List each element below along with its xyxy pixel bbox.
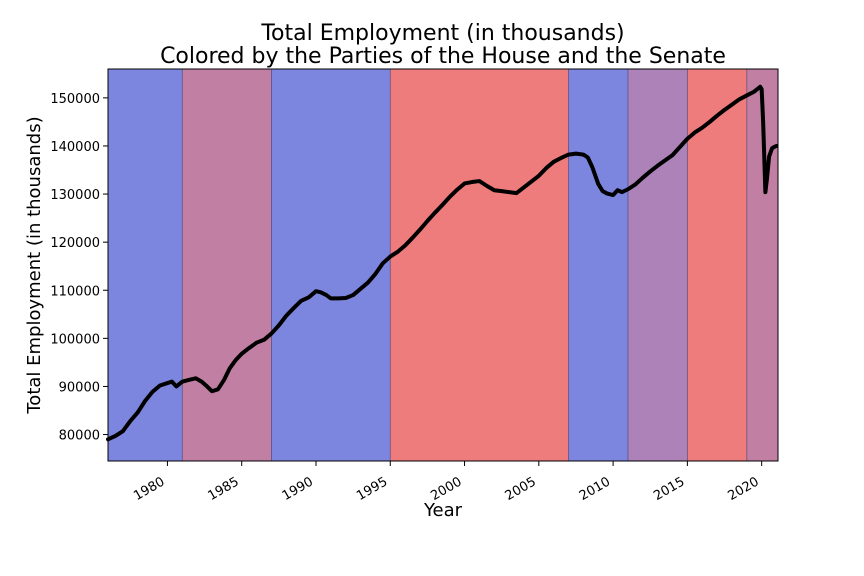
party-region-2	[271, 69, 391, 461]
y-tick-label-80000: 80000	[59, 429, 100, 444]
party-region-edges	[181, 69, 748, 461]
y-tick-label-150000: 150000	[50, 92, 100, 107]
party-region-5	[627, 69, 688, 461]
x-axis: 1980 1985 1990 1995 2000 2005 2010 2015 2020	[131, 461, 763, 504]
y-tick-label-90000: 90000	[59, 380, 100, 395]
employment-line-0	[106, 84, 779, 442]
party-region-3	[390, 69, 569, 461]
x-tick-label-2010: 2010	[577, 474, 613, 504]
y-tick-label-140000: 140000	[50, 140, 100, 155]
x-tick-label-1980: 1980	[131, 474, 167, 504]
x-tick-label-1990: 1990	[280, 474, 316, 504]
x-tick-label-1995: 1995	[354, 474, 390, 504]
y-tick-label-100000: 100000	[50, 332, 100, 347]
chart-title-line-2: Colored by the Parties of the House and …	[160, 44, 726, 69]
plot-frame	[107, 68, 779, 462]
x-tick-label-2015: 2015	[651, 474, 687, 504]
x-axis-label: Year	[423, 500, 463, 521]
x-tick-label-2005: 2005	[503, 474, 539, 504]
y-tick-label-110000: 110000	[50, 284, 100, 299]
party-region-0	[108, 69, 183, 461]
party-region-6	[687, 69, 747, 461]
party-region-1	[182, 69, 272, 461]
x-tick-label-2020: 2020	[725, 474, 761, 504]
y-axis-label: Total Employment (in thousands)	[24, 116, 45, 414]
party-region-4	[568, 69, 628, 461]
y-tick-label-130000: 130000	[50, 188, 100, 203]
x-tick-label-1985: 1985	[206, 474, 242, 504]
chart-title-line-1: Total Employment (in thousands)	[260, 21, 624, 46]
y-tick-label-120000: 120000	[50, 236, 100, 251]
party-regions	[108, 69, 778, 461]
y-axis: 80000 90000 100000 110000 120000 130000 140000…	[50, 92, 108, 444]
series-layer	[106, 84, 779, 442]
